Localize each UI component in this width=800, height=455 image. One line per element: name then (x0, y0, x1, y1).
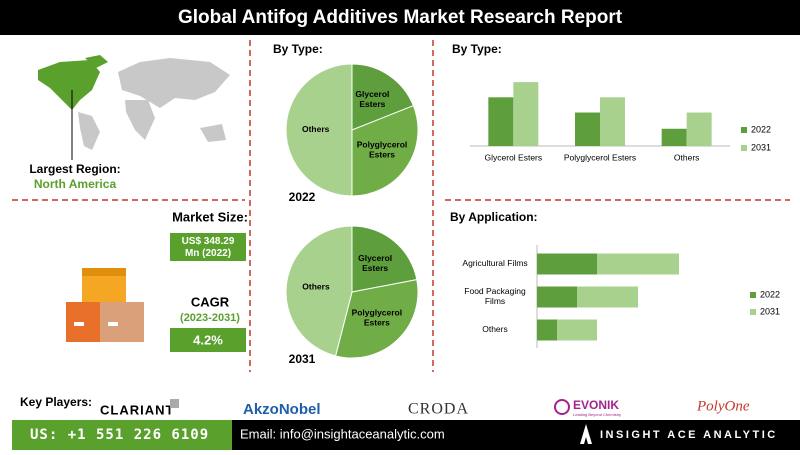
market-size-label: Market Size: (172, 209, 248, 224)
slice-label: Others (302, 124, 330, 134)
phone-bar (12, 420, 232, 450)
x-tick-label: Glycerol Esters (485, 152, 543, 162)
legend-swatch (750, 292, 756, 298)
bar (575, 112, 600, 146)
y-tick-label: Others (482, 324, 508, 334)
bar (661, 128, 687, 146)
chart-title: By Type: (452, 42, 502, 56)
pie-slice (351, 105, 419, 197)
legend-swatch (741, 127, 747, 133)
bar (513, 82, 539, 146)
legend-label: 2022 (760, 289, 780, 299)
company-logo: EVONIK (573, 398, 619, 412)
pie-slice (351, 225, 418, 293)
pie-slice (351, 63, 415, 131)
cagr-period: (2023-2031) (180, 312, 240, 324)
x-tick-label: Others (674, 152, 700, 162)
slice-label: Polyglycerol Esters (352, 308, 403, 328)
region-label: Largest Region: (29, 162, 120, 176)
bar-segment (577, 286, 638, 308)
logo-mark (170, 399, 179, 408)
bar (488, 97, 514, 146)
cagr-label: CAGR (191, 294, 230, 309)
market-size-value: US$ 348.29 Mn (2022) (182, 236, 235, 259)
bar-segment (557, 319, 597, 341)
footer-bar (232, 420, 800, 450)
logo-mark (554, 399, 570, 415)
cagr-value: 4.2% (193, 332, 223, 347)
slice-label: Glycerol Esters (355, 89, 389, 109)
legend-label: 2022 (751, 124, 771, 134)
y-tick-label: Agricultural Films (462, 258, 527, 268)
bar-segment (537, 319, 557, 341)
chart-title: By Application: (450, 210, 538, 224)
brand: INSIGHT ACE ANALYTIC (600, 429, 778, 441)
title-bar (0, 0, 800, 35)
cagr-box (170, 328, 246, 352)
world-map (38, 55, 230, 160)
dividers (12, 40, 790, 372)
market-size-box (170, 233, 246, 261)
company-logo: PolyOne (696, 398, 750, 414)
slice-label: Polyglycerol Esters (357, 140, 408, 160)
boxes-illustration (66, 268, 144, 342)
chart-title: By Type: (273, 42, 323, 56)
legend-label: 2031 (760, 306, 780, 316)
year-label: 2022 (289, 190, 316, 204)
y-tick-label: Food Packaging Films (464, 286, 526, 306)
key-players-label: Key Players: (20, 395, 92, 409)
email: Email: info@insightaceanalytic.com (240, 426, 445, 441)
phone: US: +1 551 226 6109 (30, 427, 209, 443)
pie-slice (285, 225, 353, 357)
bar-segment (537, 253, 597, 275)
year-label: 2031 (289, 352, 316, 366)
pie-slice (334, 279, 419, 359)
company-tagline: Leading Beyond Chemistry (573, 412, 621, 417)
pie-slice (285, 63, 353, 197)
bar (686, 112, 712, 146)
legend-label: 2031 (751, 142, 771, 152)
legend-swatch (750, 309, 756, 315)
slice-label: Others (302, 282, 330, 292)
bar-segment (537, 286, 577, 308)
bar-segment (597, 253, 679, 275)
legend-swatch (741, 145, 747, 151)
slice-label: Glycerol Esters (358, 253, 392, 273)
company-logo: CLARIANT (100, 402, 174, 417)
title: Global Antifog Additives Market Research… (178, 7, 623, 28)
company-logo: AkzoNobel (243, 401, 321, 418)
brand-logo (580, 424, 592, 444)
region-value: North America (34, 177, 117, 191)
company-logo: CRODA (408, 401, 469, 418)
bar (600, 97, 625, 146)
x-tick-label: Polyglycerol Esters (564, 152, 636, 162)
